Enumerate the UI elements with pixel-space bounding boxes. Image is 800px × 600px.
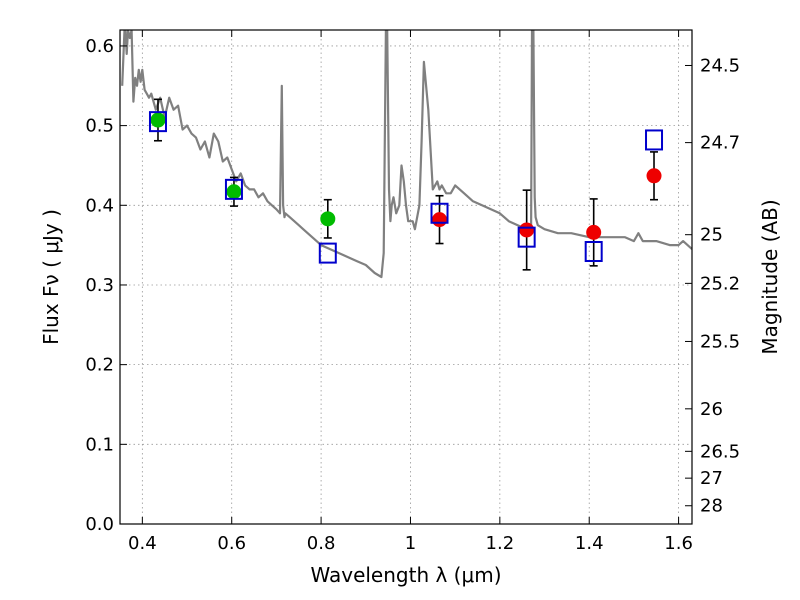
mag-tick-label: 24.7 bbox=[700, 133, 740, 154]
mag-tick-label: 24.5 bbox=[700, 55, 740, 76]
optical-data-point bbox=[226, 184, 242, 200]
x-tick-label: 1 bbox=[405, 533, 416, 554]
mag-tick-label: 25.2 bbox=[700, 273, 740, 294]
model-photometry-point bbox=[517, 226, 536, 248]
optical-data-point bbox=[320, 211, 336, 227]
model-photometry-point bbox=[318, 242, 337, 264]
y-tick-label: 0.0 bbox=[85, 514, 114, 535]
model-photometry-point bbox=[148, 111, 167, 133]
model-photometry-point bbox=[645, 129, 664, 151]
model-photometry-point bbox=[224, 178, 243, 200]
nir-data-point bbox=[432, 212, 448, 228]
model-photometry-point bbox=[584, 241, 603, 263]
y-tick-label: 0.3 bbox=[85, 275, 114, 296]
y-axis-label: Flux Fν ( μJy ) bbox=[39, 209, 63, 345]
model-photometry-point bbox=[430, 202, 449, 224]
y-tick-label: 0.2 bbox=[85, 355, 114, 376]
y-tick-label: 0.6 bbox=[85, 36, 114, 57]
y-tick-label: 0.5 bbox=[85, 116, 114, 137]
x-tick-label: 0.8 bbox=[307, 533, 336, 554]
mag-tick-label: 26.5 bbox=[700, 441, 740, 462]
mag-tick-label: 27 bbox=[700, 468, 723, 489]
mag-tick-label: 28 bbox=[700, 496, 723, 517]
nir-data-point bbox=[586, 224, 602, 240]
nir-data-point bbox=[646, 168, 662, 184]
x-tick-label: 1.2 bbox=[486, 533, 515, 554]
mag-tick-label: 26 bbox=[700, 399, 723, 420]
mag-tick-label: 25.5 bbox=[700, 331, 740, 352]
axes: 0.4 0.6 0.8 1 1.2 1.4 1.6 0.0 0.1 0.2 0.3 0.4 0.5 0.6… bbox=[85, 30, 740, 554]
x-axis-label: Wavelength λ (μm) bbox=[310, 563, 501, 587]
plot-frame bbox=[119, 29, 693, 525]
x-tick-label: 1.6 bbox=[664, 533, 693, 554]
x-tick-label: 0.4 bbox=[128, 533, 157, 554]
y2-axis-label: Magnitude (AB) bbox=[758, 199, 782, 354]
y-tick-label: 0.1 bbox=[85, 434, 114, 455]
optical-data-point bbox=[150, 112, 166, 128]
nir-data-point bbox=[519, 222, 535, 238]
plot-background bbox=[120, 30, 692, 524]
x-tick-label: 1.4 bbox=[575, 533, 604, 554]
mag-tick-label: 25 bbox=[700, 225, 723, 246]
plot-area bbox=[121, 30, 692, 279]
x-tick-label: 0.6 bbox=[217, 533, 246, 554]
y-tick-label: 0.4 bbox=[85, 195, 114, 216]
